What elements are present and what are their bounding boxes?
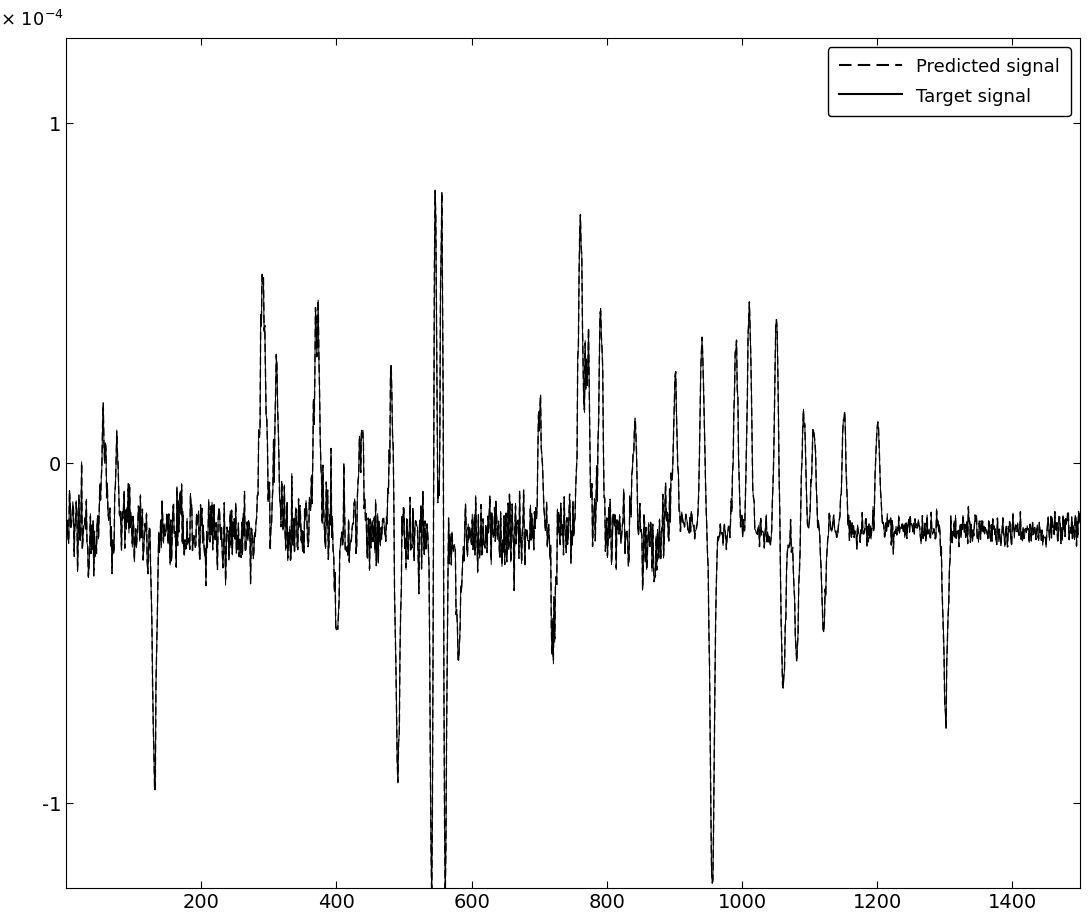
Predicted signal — [60, 528, 73, 539]
Target signal — [139, 518, 152, 529]
Predicted signal — [530, 502, 543, 513]
Target signal — [491, 521, 504, 532]
Target signal — [1074, 506, 1087, 517]
Legend: Predicted signal, Target signal: Predicted signal, Target signal — [828, 47, 1071, 116]
Predicted signal — [513, 553, 526, 564]
Predicted signal — [1074, 508, 1087, 519]
Target signal — [180, 542, 193, 553]
Target signal — [530, 502, 543, 513]
Target signal — [638, 519, 651, 530]
Target signal — [425, 894, 439, 905]
Target signal — [60, 529, 73, 540]
Target signal — [429, 186, 442, 197]
Predicted signal — [139, 518, 152, 529]
Predicted signal — [638, 521, 651, 532]
Line: Target signal: Target signal — [67, 191, 1080, 900]
Target signal — [513, 553, 526, 564]
Predicted signal — [491, 521, 504, 532]
Predicted signal — [429, 185, 442, 196]
Text: $\times\ 10^{-4}$: $\times\ 10^{-4}$ — [0, 10, 64, 30]
Predicted signal — [425, 893, 439, 904]
Predicted signal — [180, 542, 193, 553]
Line: Predicted signal: Predicted signal — [67, 190, 1080, 898]
